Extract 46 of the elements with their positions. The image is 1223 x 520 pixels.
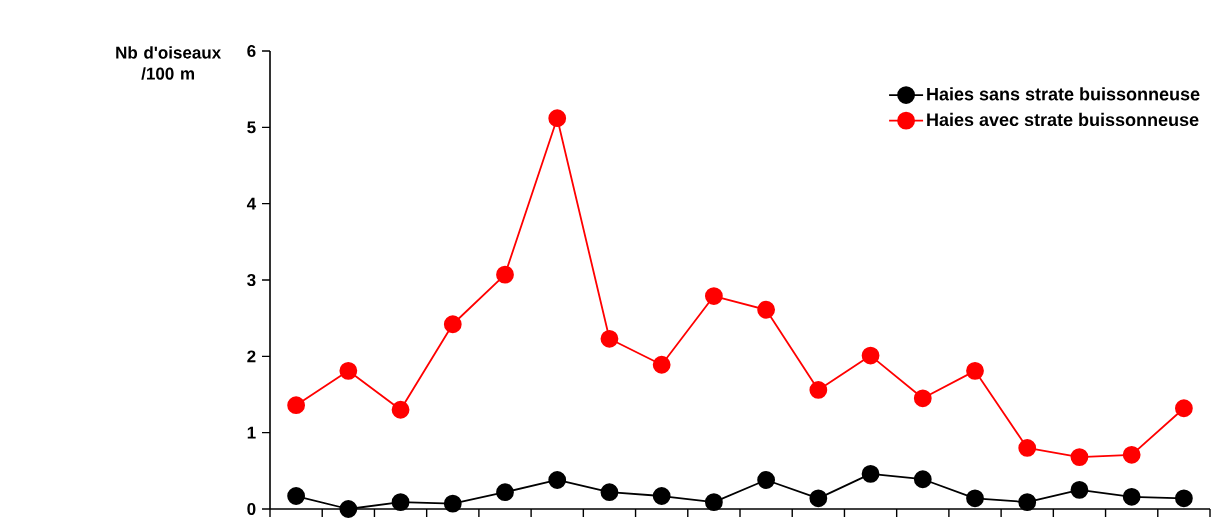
point	[600, 329, 619, 348]
point	[391, 493, 410, 512]
y-tick-label: 3	[247, 273, 256, 287]
y-tick-label: 0	[247, 502, 256, 516]
point	[1070, 481, 1089, 499]
y-tick-label: 5	[247, 121, 256, 134]
point	[861, 346, 880, 365]
point	[704, 287, 723, 305]
point	[1122, 445, 1141, 464]
point	[287, 487, 306, 505]
point	[548, 471, 567, 489]
point	[1175, 399, 1193, 418]
point	[1122, 487, 1141, 506]
point	[652, 487, 671, 505]
point	[966, 361, 984, 380]
legend-label: Haies sans strate buissonneuse	[927, 87, 1200, 101]
point	[443, 494, 462, 513]
y-tick-label: 1	[247, 426, 256, 439]
point	[1018, 439, 1037, 457]
y-axis-title: Nb d'oiseaux /100 m	[116, 46, 222, 80]
point	[339, 500, 358, 518]
point	[1070, 448, 1089, 466]
point	[496, 483, 514, 502]
point	[809, 489, 828, 508]
y-tick-label: 2	[247, 350, 256, 363]
point	[1018, 493, 1037, 512]
point	[913, 470, 932, 489]
point	[913, 389, 932, 408]
y-tick-label: 4	[246, 197, 257, 210]
point	[861, 464, 880, 483]
point	[443, 315, 462, 334]
point	[548, 109, 567, 128]
point	[339, 361, 358, 380]
point	[757, 300, 776, 319]
point	[496, 265, 514, 284]
point	[1175, 489, 1193, 508]
y-tick-label: 6	[247, 44, 256, 58]
point	[704, 493, 723, 512]
legend-label: Haies avec strate buissonneuse	[927, 112, 1199, 127]
point	[809, 381, 828, 399]
point	[652, 355, 671, 374]
point	[391, 400, 410, 419]
point	[600, 483, 619, 502]
point	[287, 396, 306, 415]
point	[966, 489, 984, 508]
point	[757, 471, 776, 489]
